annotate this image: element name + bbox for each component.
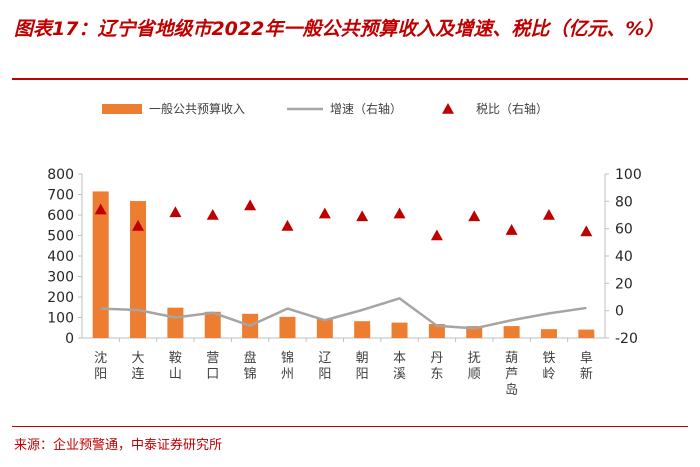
tax-ratio-marker — [94, 203, 107, 215]
bar — [130, 201, 147, 338]
bar — [466, 326, 483, 338]
tax-ratio-marker — [580, 225, 593, 237]
bar-series — [92, 191, 595, 338]
tax-ratio-marker — [318, 207, 331, 219]
marker-series — [94, 199, 593, 241]
y-left-tick-label: 700 — [47, 188, 74, 204]
bar — [92, 191, 109, 338]
bar — [279, 316, 296, 338]
tax-ratio-marker — [542, 209, 555, 220]
tax-ratio-marker — [132, 219, 145, 231]
y-right-tick-label: 20 — [615, 276, 633, 292]
y-left-tick-label: 100 — [47, 311, 74, 327]
category-label: 丹东 — [430, 351, 443, 382]
y-left-tick-label: 400 — [47, 249, 74, 265]
bar — [391, 322, 408, 338]
legend-marker-label: 税比（右轴） — [476, 101, 548, 116]
bar — [204, 311, 221, 338]
y-left-tick-label: 500 — [47, 229, 74, 245]
category-label: 朝阳 — [356, 351, 369, 382]
tax-ratio-marker — [468, 210, 481, 222]
y-right-tick-label: -20 — [615, 331, 638, 347]
y-right-tick-label: 100 — [615, 167, 642, 183]
bar — [540, 329, 557, 338]
y-left-tick-label: 800 — [47, 167, 74, 183]
y-left-tick-label: 300 — [47, 270, 74, 286]
category-label: 辽阳 — [318, 351, 331, 382]
bar — [503, 326, 520, 338]
y-left-tick-label: 600 — [47, 208, 74, 224]
tax-ratio-marker — [505, 224, 518, 235]
tax-ratio-marker — [206, 209, 219, 220]
y-left-tick-label: 0 — [65, 331, 74, 347]
y-left-tick-label: 200 — [47, 290, 74, 306]
legend-line-label: 增速（右轴） — [330, 101, 402, 116]
category-label: 沈阳 — [94, 351, 107, 382]
tax-ratio-marker — [244, 199, 257, 211]
y-right-tick-label: 0 — [615, 304, 624, 320]
axes: 0 100 200 300 400 500 600 700 800 -20 0 20 40 60 80 100 — [47, 167, 641, 347]
category-label: 铁岭 — [542, 351, 555, 382]
tax-ratio-marker — [356, 210, 369, 222]
line-series — [100, 297, 587, 330]
y-right-tick-label: 60 — [615, 222, 633, 238]
category-label: 大连 — [132, 351, 145, 382]
source-divider — [12, 426, 688, 427]
y-right-tick-label: 40 — [615, 249, 633, 265]
category-label: 葫芦岛 — [505, 351, 518, 398]
category-label: 本溪 — [393, 351, 406, 382]
legend: 一般公共预算收入 增速（右轴） 税比（右轴） — [102, 101, 548, 116]
growth-line — [100, 297, 587, 330]
legend-bar-label: 一般公共预算收入 — [149, 101, 245, 116]
category-label: 营口 — [206, 351, 219, 382]
bar — [167, 307, 184, 338]
category-label: 锦州 — [281, 351, 294, 382]
category-label: 抚顺 — [468, 351, 481, 382]
title-divider — [12, 78, 688, 80]
category-label: 盘锦 — [244, 350, 257, 382]
legend-bar-swatch — [102, 104, 142, 114]
bar — [316, 318, 333, 338]
tax-ratio-marker — [393, 207, 406, 219]
tax-ratio-marker — [169, 206, 182, 218]
tax-ratio-marker — [281, 219, 294, 231]
tax-ratio-marker — [430, 229, 443, 241]
source-note: 来源：企业预警通，中泰证券研究所 — [14, 438, 223, 453]
bar — [354, 321, 371, 338]
category-label: 阜新 — [580, 350, 593, 382]
bar — [428, 324, 445, 338]
chart-title: 图表17：辽宁省地级市2022年一般公共预算收入及增速、税比（亿元、%） — [14, 18, 664, 40]
category-label: 鞍山 — [169, 350, 182, 382]
legend-marker-swatch — [442, 103, 454, 114]
y-right-tick-label: 80 — [615, 194, 633, 210]
bar — [578, 329, 595, 338]
